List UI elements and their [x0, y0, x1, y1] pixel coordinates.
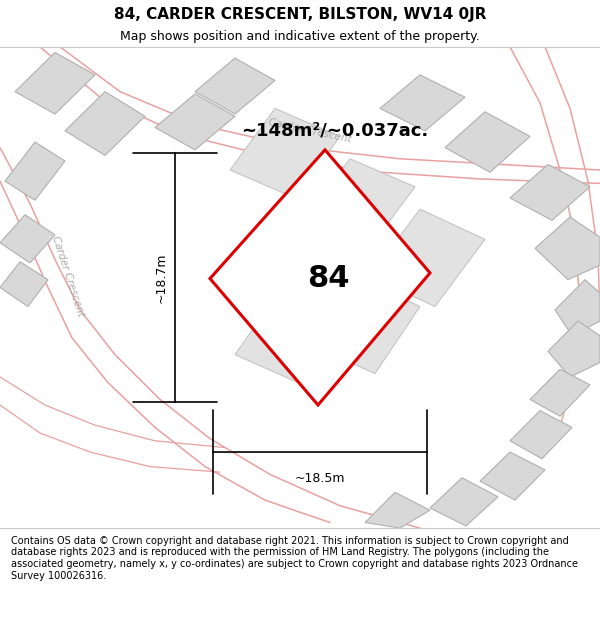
Polygon shape	[370, 209, 485, 306]
Text: 84: 84	[307, 264, 349, 293]
Polygon shape	[365, 492, 430, 528]
Polygon shape	[510, 164, 590, 221]
Polygon shape	[548, 321, 600, 377]
Text: ~148m²/~0.037ac.: ~148m²/~0.037ac.	[241, 122, 428, 140]
Polygon shape	[0, 262, 48, 306]
Text: Contains OS data © Crown copyright and database right 2021. This information is : Contains OS data © Crown copyright and d…	[11, 536, 578, 581]
Text: ~18.7m: ~18.7m	[155, 252, 167, 302]
Polygon shape	[15, 52, 95, 114]
Text: 84, CARDER CRESCENT, BILSTON, WV14 0JR: 84, CARDER CRESCENT, BILSTON, WV14 0JR	[114, 8, 486, 22]
Polygon shape	[380, 75, 465, 131]
Polygon shape	[480, 452, 545, 500]
Polygon shape	[240, 217, 350, 306]
Text: Map shows position and indicative extent of the property.: Map shows position and indicative extent…	[120, 30, 480, 43]
Polygon shape	[235, 293, 340, 382]
Polygon shape	[530, 369, 590, 416]
Text: Carder Crescent: Carder Crescent	[50, 234, 86, 318]
Polygon shape	[195, 58, 275, 114]
Polygon shape	[555, 279, 600, 336]
Text: ~18.5m: ~18.5m	[295, 472, 345, 485]
Polygon shape	[300, 159, 415, 254]
Polygon shape	[230, 108, 340, 198]
Polygon shape	[310, 276, 420, 374]
Polygon shape	[155, 94, 235, 150]
Text: Carder Crescent: Carder Crescent	[268, 117, 352, 144]
Polygon shape	[65, 92, 145, 156]
Polygon shape	[445, 112, 530, 173]
Polygon shape	[5, 142, 65, 200]
Polygon shape	[535, 217, 600, 279]
Polygon shape	[510, 411, 572, 459]
Polygon shape	[430, 478, 498, 526]
Polygon shape	[210, 150, 430, 405]
Polygon shape	[0, 215, 55, 263]
